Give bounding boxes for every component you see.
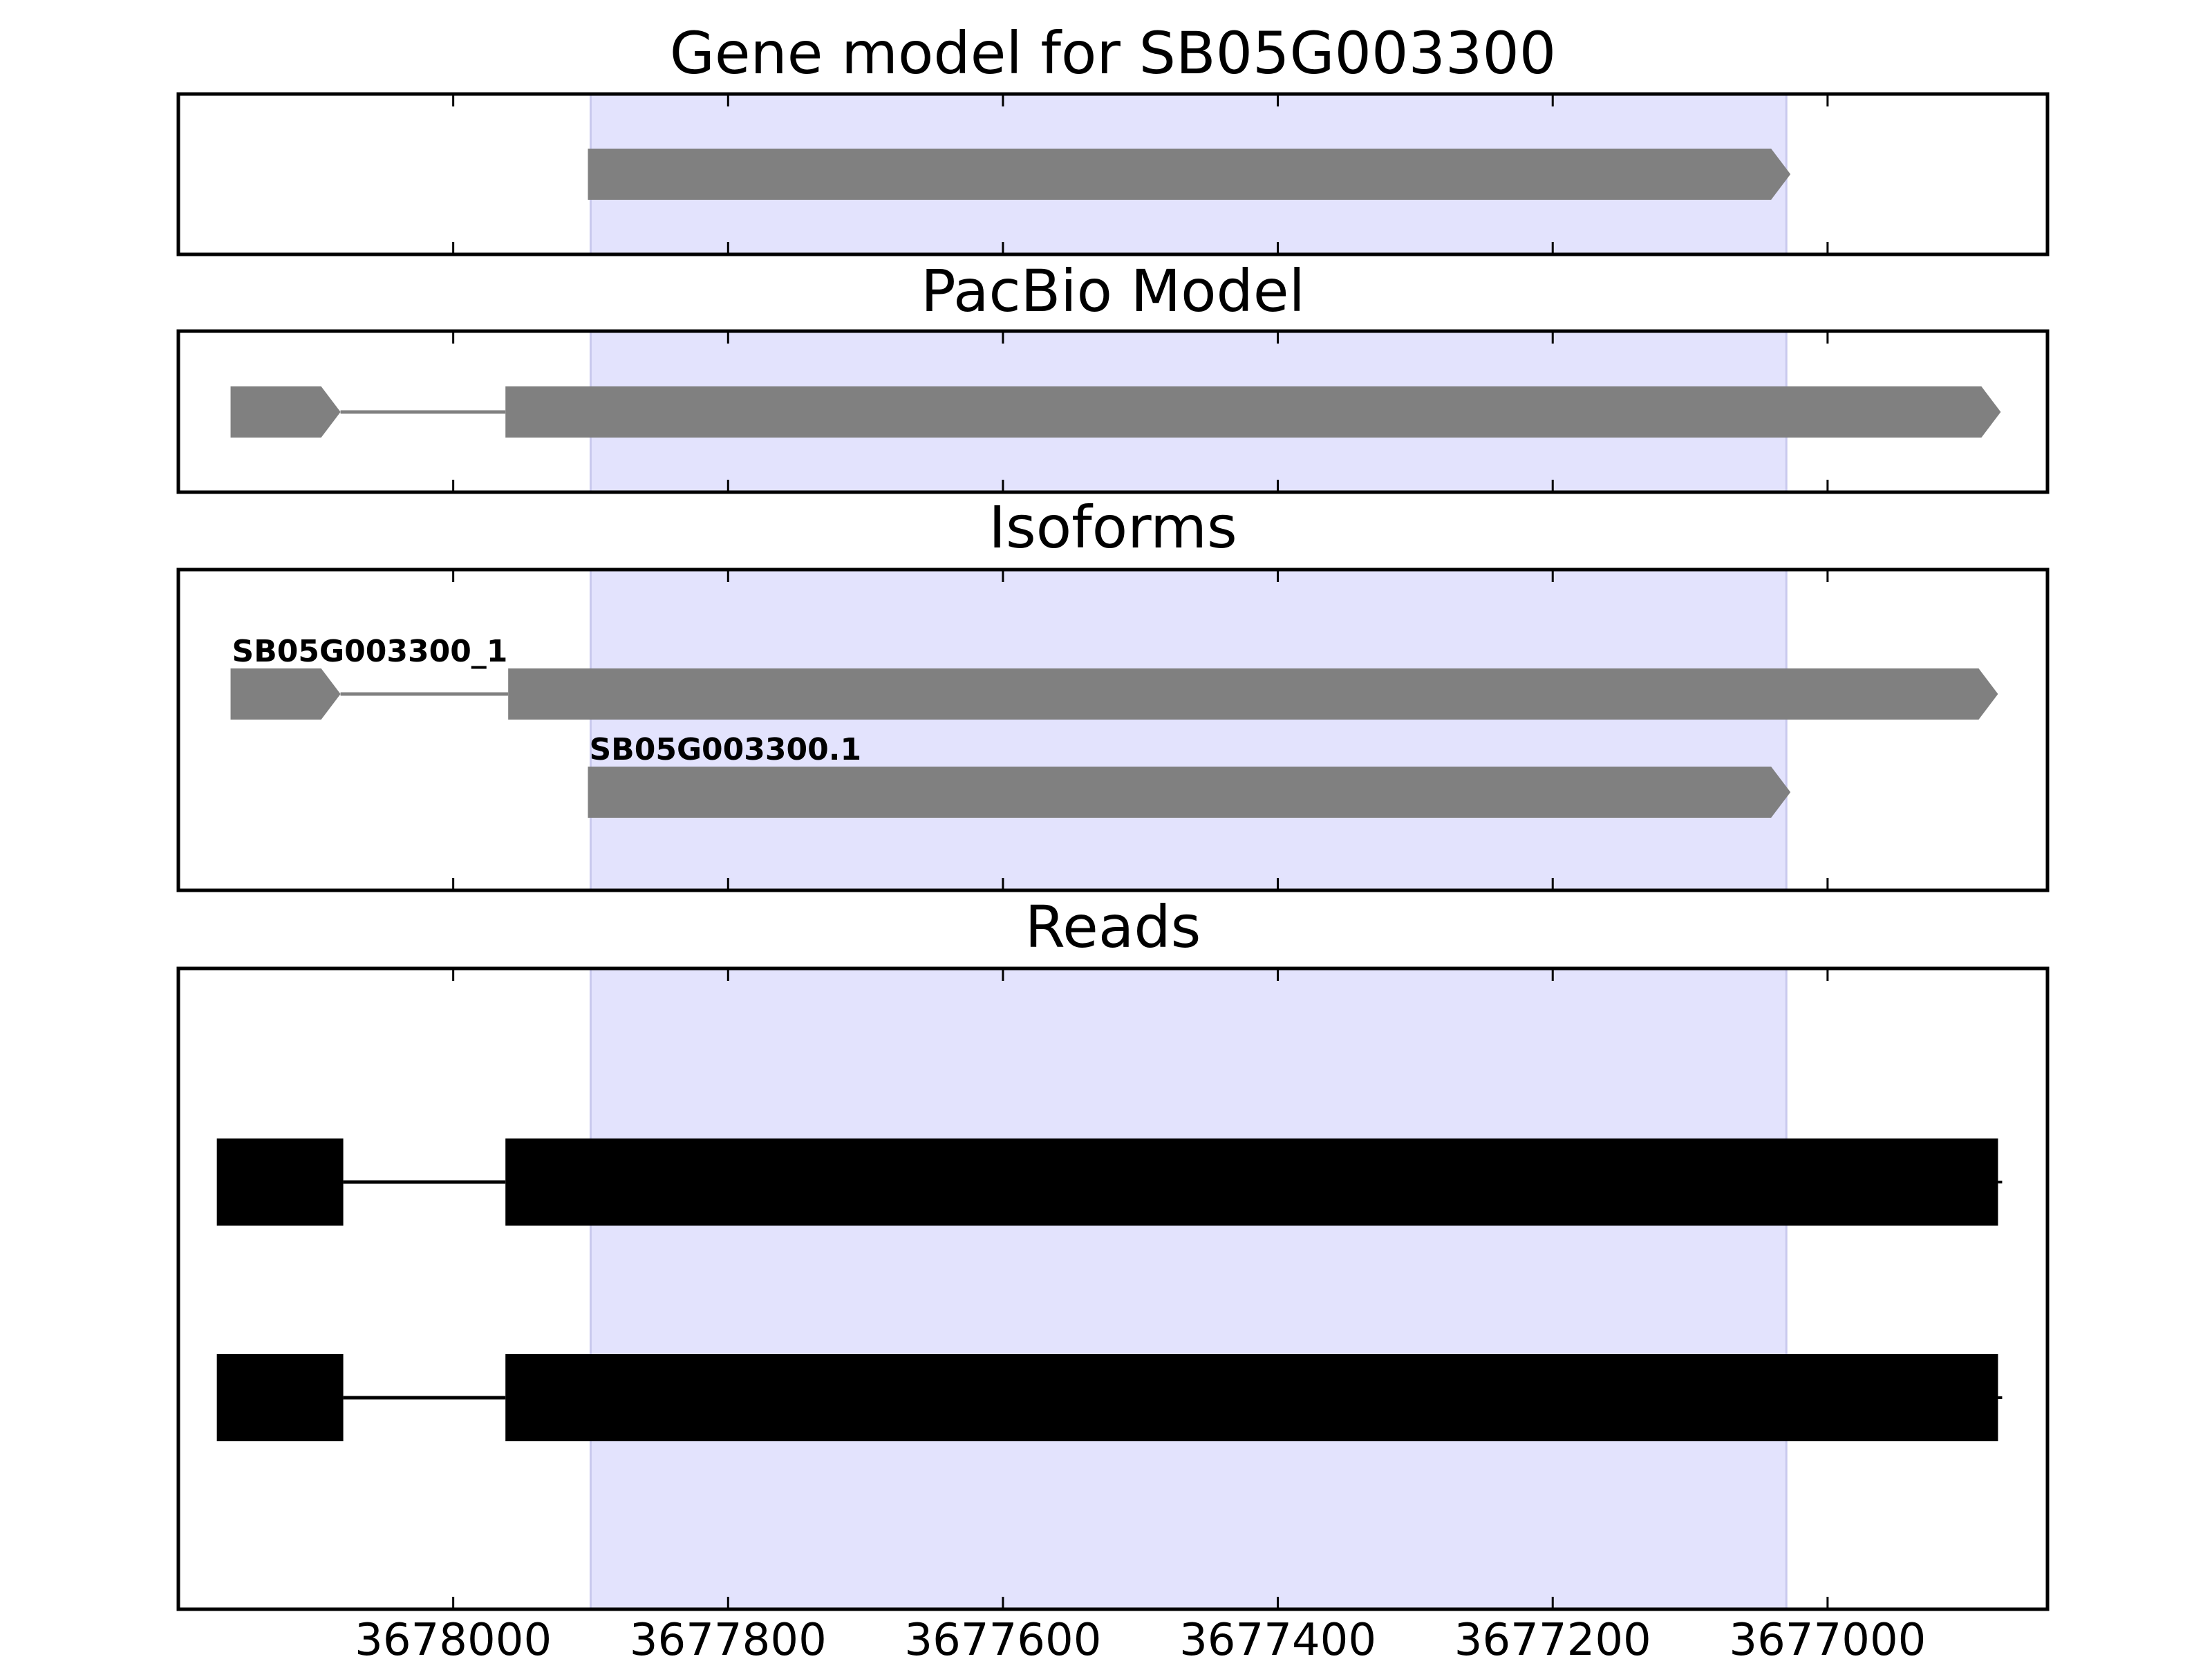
feature-0: SB05G003300_1 bbox=[230, 634, 1998, 720]
exon-block bbox=[588, 149, 1791, 200]
panel-0: Gene model for SB05G003300 bbox=[176, 19, 2050, 256]
read-1 bbox=[216, 1354, 2003, 1441]
panel-title: Isoforms bbox=[988, 494, 1237, 561]
feature-0 bbox=[230, 386, 2001, 438]
exon-block bbox=[230, 386, 341, 438]
x-tick-label: 3677200 bbox=[1454, 1615, 1651, 1659]
read-block bbox=[216, 1354, 344, 1441]
panel-frame bbox=[176, 568, 2050, 892]
exon-block bbox=[230, 668, 341, 720]
x-tick-label: 3677800 bbox=[630, 1615, 827, 1659]
panel-title: PacBio Model bbox=[921, 257, 1305, 325]
x-axis-tick-labels: 3678000 3677800 3677600 3677400 3677200 36770… bbox=[355, 1615, 1926, 1659]
panel-title: Gene model for SB05G003300 bbox=[670, 19, 1556, 87]
panel-3: Reads bbox=[176, 893, 2050, 1611]
panel-frame bbox=[176, 966, 2050, 1611]
panel-title: Reads bbox=[1025, 893, 1201, 961]
highlight-region bbox=[589, 967, 1788, 1611]
read-0 bbox=[216, 1138, 2003, 1226]
panel-1: PacBio Model bbox=[176, 257, 2050, 494]
read-block bbox=[505, 1138, 1998, 1226]
panel-frame bbox=[176, 329, 2050, 494]
x-tick-label: 3677600 bbox=[904, 1615, 1101, 1659]
exon-block bbox=[508, 668, 1998, 720]
x-tick-label: 3677400 bbox=[1179, 1615, 1376, 1659]
x-tick-label: 3677000 bbox=[1729, 1615, 1926, 1659]
feature-0 bbox=[588, 149, 1791, 200]
read-block bbox=[216, 1138, 344, 1226]
isoform-label: SB05G003300.1 bbox=[589, 732, 861, 767]
x-tick-label: 3678000 bbox=[355, 1615, 552, 1659]
panel-2: SB05G003300_1 SB05G003300.1 Isoforms bbox=[176, 494, 2050, 892]
panel-frame bbox=[176, 92, 2050, 256]
exon-block bbox=[505, 386, 2001, 438]
exon-block bbox=[588, 767, 1791, 818]
read-block bbox=[505, 1354, 1998, 1441]
highlight-region bbox=[589, 568, 1788, 892]
isoform-label: SB05G003300_1 bbox=[232, 634, 508, 669]
feature-1: SB05G003300.1 bbox=[588, 732, 1791, 818]
panels-layer: Gene model for SB05G003300 PacBio Model SB… bbox=[176, 19, 2050, 1611]
